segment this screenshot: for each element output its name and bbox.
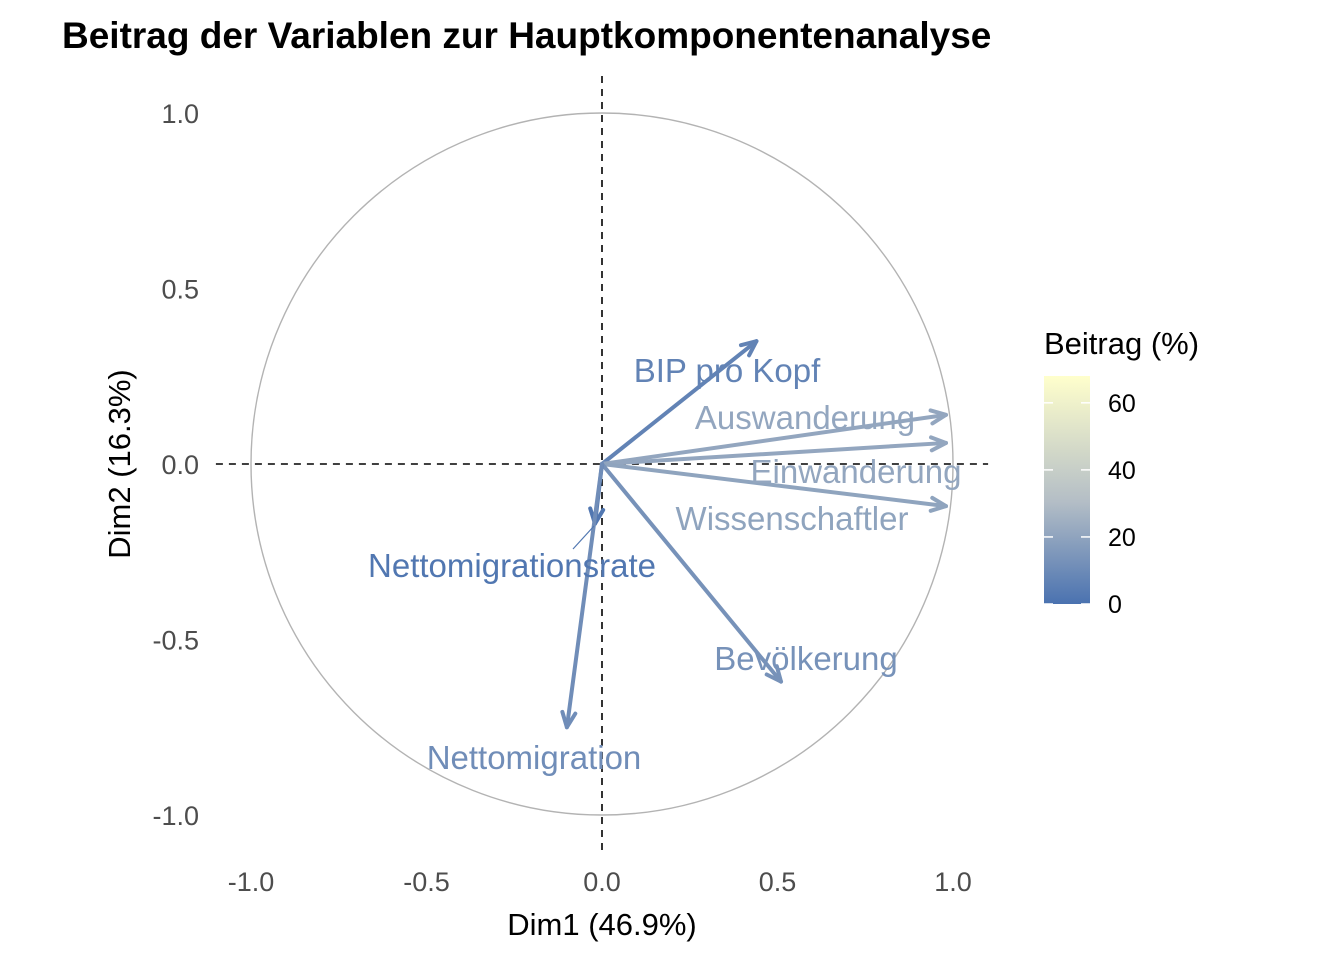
variable-label: Wissenschaftler [676, 500, 909, 537]
x-tick-label: -0.5 [403, 867, 450, 897]
x-axis-title: Dim1 (46.9%) [507, 907, 697, 942]
variable-label: Nettomigration [427, 739, 642, 776]
color-legend: Beitrag (%) 0 20 40 60 [1044, 326, 1199, 619]
y-tick-label: 1.0 [161, 99, 199, 129]
legend-tick-label: 20 [1108, 524, 1136, 552]
variable-arrowhead [928, 435, 948, 453]
y-tick-label: 0.5 [161, 275, 199, 305]
x-tick-label: 1.0 [934, 867, 972, 897]
y-tick-label: -1.0 [152, 801, 199, 831]
unit-circle [250, 112, 954, 816]
variable-arrowhead [738, 339, 759, 358]
variable-label: BIP pro Kopf [634, 352, 821, 389]
legend-tick-label: 40 [1108, 457, 1136, 485]
legend-tick-label: 60 [1108, 390, 1136, 418]
variable-label: Nettomigrationsrate [368, 547, 656, 584]
variable-arrow [600, 412, 948, 466]
y-tick-label: -0.5 [152, 626, 199, 656]
variable-arrow [600, 462, 948, 509]
variable-arrow [600, 339, 759, 466]
legend-title: Beitrag (%) [1044, 326, 1199, 361]
variable-arrowhead [928, 408, 948, 426]
variable-arrow [600, 462, 784, 684]
chart-title: Beitrag der Variablen zur Hauptkomponent… [62, 15, 991, 56]
variable-arrowhead [764, 664, 784, 684]
x-tick-label: 0.5 [759, 867, 797, 897]
legend-colorbar [1044, 376, 1090, 604]
legend-ticks: 0 20 40 60 [1044, 390, 1136, 619]
x-axis-ticks: -1.0 -0.5 0.0 0.5 1.0 [228, 867, 972, 897]
variable-label: Auswanderung [695, 399, 915, 436]
variable-label: Einwanderung [751, 453, 962, 490]
x-tick-label: 0.0 [583, 867, 621, 897]
y-axis-title: Dim2 (16.3%) [102, 369, 137, 559]
variable-labels: BIP pro Kopf Auswanderung Einwanderung Wiss… [368, 352, 961, 776]
y-tick-label: 0.0 [161, 450, 199, 480]
variable-arrowhead [560, 709, 578, 730]
variable-arrows [560, 339, 948, 730]
y-axis-ticks: -1.0 -0.5 0.0 0.5 1.0 [152, 99, 199, 831]
variable-arrow [564, 462, 604, 730]
legend-tick-label: 0 [1108, 591, 1122, 619]
variable-arrowhead [928, 495, 948, 513]
x-tick-label: -1.0 [228, 867, 275, 897]
variable-arrow [600, 440, 948, 466]
variable-label: Bevölkerung [714, 640, 897, 677]
label-leader-line [572, 525, 595, 550]
